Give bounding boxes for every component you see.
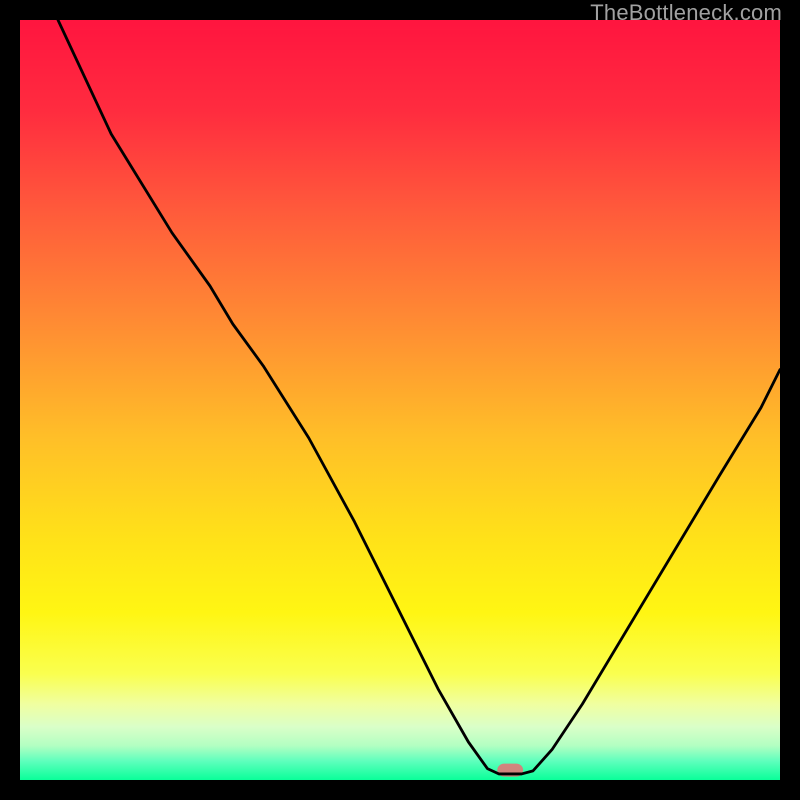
figure-frame: TheBottleneck.com <box>0 0 800 800</box>
plot-area <box>20 20 780 780</box>
bottleneck-curve-svg <box>20 20 780 780</box>
bottleneck-curve <box>58 20 780 774</box>
watermark-text: TheBottleneck.com <box>590 0 782 26</box>
